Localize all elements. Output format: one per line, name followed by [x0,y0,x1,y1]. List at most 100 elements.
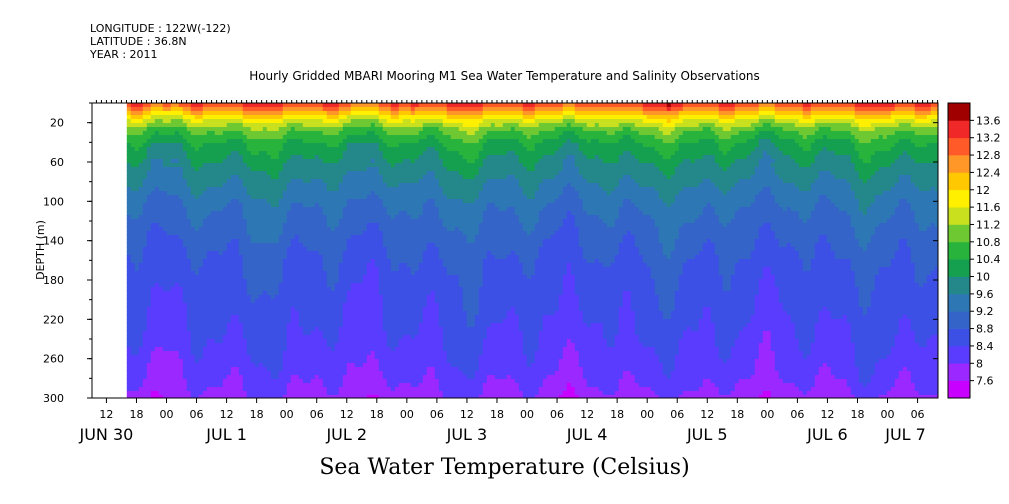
heatmap-cell [323,143,328,148]
heatmap-cell [247,135,252,140]
heatmap-cell [367,259,372,264]
heatmap-cell [231,171,236,176]
heatmap-cell [159,311,164,316]
heatmap-cell [343,119,348,124]
heatmap-cell [387,383,392,388]
heatmap-cell [275,255,280,260]
heatmap-cell [383,159,388,164]
heatmap-cell [303,347,308,352]
heatmap-cell [171,327,176,332]
heatmap-cell [375,239,380,244]
heatmap-cell [267,395,272,400]
heatmap-cell [323,195,328,200]
heatmap-cell [379,223,384,228]
heatmap-cell [307,395,312,400]
heatmap-cell [223,303,228,308]
heatmap-cell [379,387,384,392]
heatmap-cell [175,299,180,304]
heatmap-cell [279,383,284,388]
heatmap-cell [223,367,228,372]
heatmap-cell [379,359,384,364]
heatmap-cell [299,247,304,252]
heatmap-cell [207,295,212,300]
heatmap-cell [187,119,192,124]
heatmap-cell [199,239,204,244]
heatmap-cell [303,379,308,384]
heatmap-cell [311,283,316,288]
heatmap-cell [311,359,316,364]
heatmap-cell [127,395,132,400]
heatmap-cell [307,183,312,188]
heatmap-cell [387,103,392,108]
heatmap-cell [223,371,228,376]
heatmap-cell [387,135,392,140]
heatmap-cell [155,135,160,140]
heatmap-cell [195,363,200,368]
heatmap-cell [135,171,140,176]
heatmap-cell [315,215,320,220]
heatmap-cell [295,171,300,176]
heatmap-cell [371,323,376,328]
heatmap-cell [275,295,280,300]
heatmap-cell [267,375,272,380]
heatmap-cell [387,299,392,304]
heatmap-cell [291,343,296,348]
heatmap-cell [283,331,288,336]
heatmap-cell [283,375,288,380]
heatmap-cell [247,311,252,316]
heatmap-cell [331,387,336,392]
heatmap-cell [375,195,380,200]
heatmap-cell [211,235,216,240]
heatmap-cell [371,215,376,220]
heatmap-cell [143,175,148,180]
heatmap-cell [223,103,228,108]
heatmap-cell [395,191,400,196]
heatmap-cell [351,259,356,264]
heatmap-cell [383,231,388,236]
heatmap-cell [307,299,312,304]
heatmap-cell [263,335,268,340]
heatmap-cell [263,163,268,168]
heatmap-cell [199,295,204,300]
heatmap-cell [287,371,292,376]
heatmap-cell [287,319,292,324]
heatmap-cell [231,375,236,380]
heatmap-cell [267,139,272,144]
heatmap-cell [319,347,324,352]
heatmap-cell [155,131,160,136]
heatmap-cell [395,115,400,120]
heatmap-cell [303,287,308,292]
heatmap-cell [219,167,224,172]
heatmap-cell [143,383,148,388]
heatmap-cell [343,315,348,320]
heatmap-cell [371,107,376,112]
heatmap-cell [379,303,384,308]
heatmap-cell [335,371,340,376]
heatmap-cell [383,123,388,128]
heatmap-cell [159,135,164,140]
heatmap-cell [127,127,132,132]
heatmap-cell [219,115,224,120]
heatmap-cell [215,311,220,316]
heatmap-cell [335,271,340,276]
heatmap-cell [187,259,192,264]
heatmap-cell [135,135,140,140]
heatmap-cell [139,227,144,232]
heatmap-cell [135,371,140,376]
heatmap-cell [263,395,268,400]
heatmap-cell [291,335,296,340]
heatmap-cell [339,115,344,120]
heatmap-cell [195,203,200,208]
heatmap-cell [259,115,264,120]
heatmap-cell [147,327,152,332]
heatmap-cell [339,283,344,288]
heatmap-cell [307,171,312,176]
heatmap-cell [267,207,272,212]
heatmap-cell [151,167,156,172]
heatmap-cell [343,235,348,240]
heatmap-cell [395,163,400,168]
heatmap-cell [323,331,328,336]
heatmap-cell [151,123,156,128]
heatmap-cell [271,299,276,304]
heatmap-cell [199,275,204,280]
